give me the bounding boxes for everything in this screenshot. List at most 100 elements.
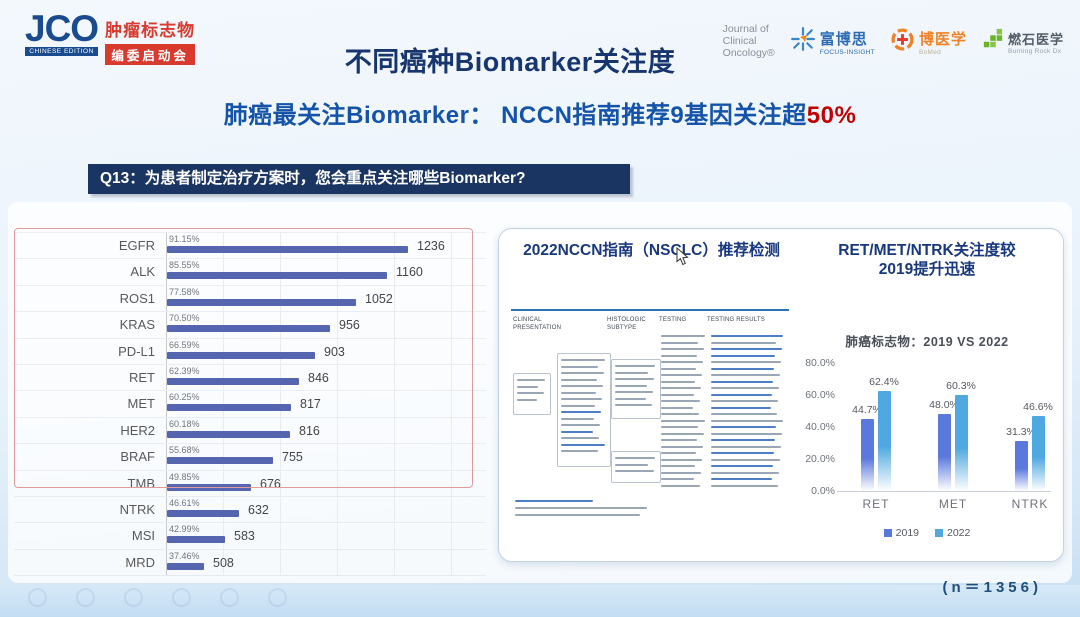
bar: [167, 351, 315, 359]
figure-text-line: [615, 397, 646, 400]
x-category-label: RET: [862, 497, 890, 511]
bar-row: TMB 49.85% 676: [14, 470, 486, 497]
figure-text-line: [661, 367, 696, 370]
figure-box: [513, 373, 551, 415]
trend-panel: RET/MET/NTRK关注度较 2019提升迅速 肺癌标志物：2019 VS …: [799, 241, 1055, 549]
bar-value-label: 60.3%: [946, 380, 976, 392]
figure-text-line: [615, 371, 648, 374]
figure-text-line: [615, 404, 652, 406]
bar: [167, 272, 387, 280]
journal-logo-line1: Journal of: [722, 23, 769, 35]
focus-insight-name-cn: 富博思: [819, 30, 868, 48]
figure-text-line: [711, 465, 773, 467]
figure-text-line: [517, 385, 538, 388]
legend-label: 2019: [895, 527, 919, 539]
bar-group: 44.7% 62.4% RET: [852, 353, 899, 511]
y-tick-label: 20.0%: [805, 453, 835, 465]
bomed-name-cn: 博医学: [918, 30, 967, 48]
figure-text-line: [711, 380, 773, 383]
journal-logo-line3: Oncology®: [722, 46, 775, 59]
figure-text-line: [661, 484, 700, 487]
bar-track: 49.85% 676: [166, 470, 486, 496]
bar-percent-label: 49.85%: [169, 471, 200, 482]
bar-2022: [878, 391, 891, 491]
figure-text-line: [711, 426, 776, 428]
bar: [167, 404, 291, 412]
bar-percent-label: 60.25%: [169, 392, 200, 403]
figure-text-line: [661, 426, 698, 428]
bar: [167, 483, 251, 491]
bar: [167, 377, 299, 385]
figure-text-line: [561, 359, 605, 361]
legend-item: 2019: [883, 527, 919, 539]
bar-value-label: 31.3%: [1006, 426, 1036, 438]
figure-text-line: [711, 341, 776, 344]
bar-category-label: KRAS: [119, 317, 155, 333]
bomed-logo: 博医学 BoMed: [890, 27, 967, 57]
figure-text-line: [711, 439, 775, 441]
bar-category-label: MET: [127, 396, 155, 412]
x-axis-line: [837, 491, 1051, 492]
question-banner: Q13：为患者制定治疗方案时，您会重点关注哪些Biomarker?: [88, 164, 630, 194]
figure-text-line: [711, 400, 778, 402]
bar-value-label: 956: [339, 318, 360, 333]
figure-text-line: [661, 406, 693, 409]
bar-value-label: 48.0%: [929, 399, 959, 411]
bar-track: 62.39% 846: [166, 364, 486, 391]
bar-track: 60.25% 817: [166, 391, 486, 417]
bar-track: 42.99% 583: [166, 523, 486, 549]
figure-text-line: [517, 379, 545, 381]
bar-track: 70.50% 956: [166, 312, 486, 338]
bar-track: 46.61% 632: [166, 496, 486, 523]
y-tick-label: 80.0%: [805, 357, 835, 369]
figure-text-line: [561, 378, 597, 381]
legend-label: 2022: [947, 527, 971, 539]
bar-category-label: MRD: [125, 554, 155, 570]
figure-text-line: [661, 354, 697, 357]
focus-insight-logo: 富博思 FOCUS-INSIGHT: [790, 26, 875, 57]
bar: [167, 325, 330, 333]
figure-text-line: [711, 393, 772, 396]
bar-category-label: RET: [129, 369, 155, 385]
bar-value-label: 816: [299, 423, 320, 438]
nccn-panel-title: 2022NCCN指南（NSCLC）推荐检测: [523, 242, 780, 259]
trend-title-line1: RET/MET/NTRK关注度较: [838, 242, 1016, 259]
ghost-circle-icon: [172, 588, 191, 607]
figure-text-line: [561, 398, 602, 400]
journal-logo-line2: Clinical: [722, 34, 757, 47]
bar-track: 91.15% 1236: [166, 233, 486, 259]
bomed-name-en: BoMed: [918, 48, 942, 56]
figure-text-line: [711, 374, 780, 376]
medical-cross-circle-icon: [890, 27, 915, 57]
y-tick-label: 40.0%: [805, 421, 835, 433]
nccn-panel: 2022NCCN指南（NSCLC）推荐检测 CLINICAL PRESENTAT…: [509, 241, 794, 549]
bar: [167, 457, 273, 465]
bar-row: MSI 42.99% 583: [14, 523, 486, 550]
bar-value-label: 46.6%: [1023, 401, 1053, 413]
bar-value-label: 44.7%: [852, 404, 882, 416]
bar-value-label: 817: [300, 397, 321, 412]
bar-2019: [1015, 441, 1028, 491]
bar-value-label: 1236: [417, 239, 445, 253]
figure-text-line: [711, 367, 774, 370]
figure-text-line: [615, 463, 648, 466]
bar-category-label: NTRK: [119, 501, 155, 517]
bar-percent-label: 66.59%: [169, 339, 200, 350]
figure-text-line: [711, 458, 780, 461]
right-panel: 2022NCCN指南（NSCLC）推荐检测 CLINICAL PRESENTAT…: [498, 228, 1064, 562]
jco-acronym: JCO: [25, 8, 99, 49]
figure-text-line: [515, 507, 647, 509]
event-name-line2: 编委启动会: [105, 44, 196, 65]
bar-category-label: TMB: [127, 475, 155, 491]
figure-text-line: [661, 478, 694, 480]
bar-row: BRAF 55.68% 755: [14, 444, 486, 471]
biomarker-rows: EGFR 91.15% 1236 ALK 85.55% 1160 ROS1 77.58% 105…: [14, 232, 486, 577]
bar-value-label: 755: [282, 450, 303, 465]
figure-text-line: [661, 465, 695, 467]
figure-text-line: [661, 445, 703, 448]
figure-text-line: [661, 471, 701, 474]
bar-group: 48.0% 60.3% MET: [929, 353, 976, 511]
figure-column-header: HISTOLOGIC SUBTYPE: [607, 317, 646, 331]
bar: [167, 430, 290, 438]
bar-track: 60.18% 816: [166, 417, 486, 444]
